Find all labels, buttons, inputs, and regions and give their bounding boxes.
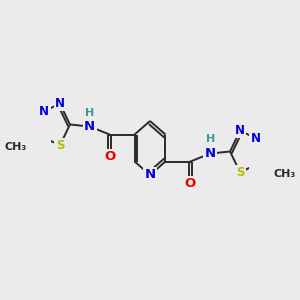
Text: O: O [185,177,196,190]
Text: N: N [39,105,49,118]
Text: N: N [235,124,245,137]
Text: O: O [104,150,115,163]
Text: N: N [144,169,156,182]
Text: N: N [84,120,95,133]
Text: S: S [236,166,244,179]
Text: H: H [85,107,94,118]
Text: N: N [55,97,65,110]
Text: N: N [205,147,216,160]
Text: S: S [56,139,64,152]
Text: CH₃: CH₃ [274,169,296,179]
Text: CH₃: CH₃ [4,142,26,152]
Text: N: N [251,132,261,145]
Text: H: H [206,134,215,145]
